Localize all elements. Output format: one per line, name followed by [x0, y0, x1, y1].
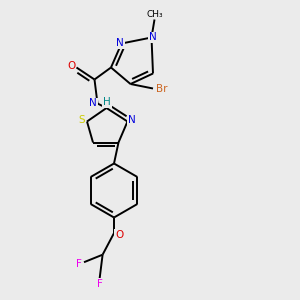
Text: Br: Br [156, 83, 167, 94]
Text: O: O [67, 61, 75, 71]
Text: N: N [149, 32, 157, 43]
Text: F: F [76, 259, 82, 269]
Text: F: F [97, 279, 103, 289]
Text: N: N [89, 98, 97, 109]
Text: S: S [78, 115, 85, 125]
Text: H: H [103, 97, 111, 107]
Text: N: N [116, 38, 124, 49]
Text: CH₃: CH₃ [146, 10, 163, 19]
Text: N: N [128, 115, 136, 125]
Text: O: O [115, 230, 124, 240]
